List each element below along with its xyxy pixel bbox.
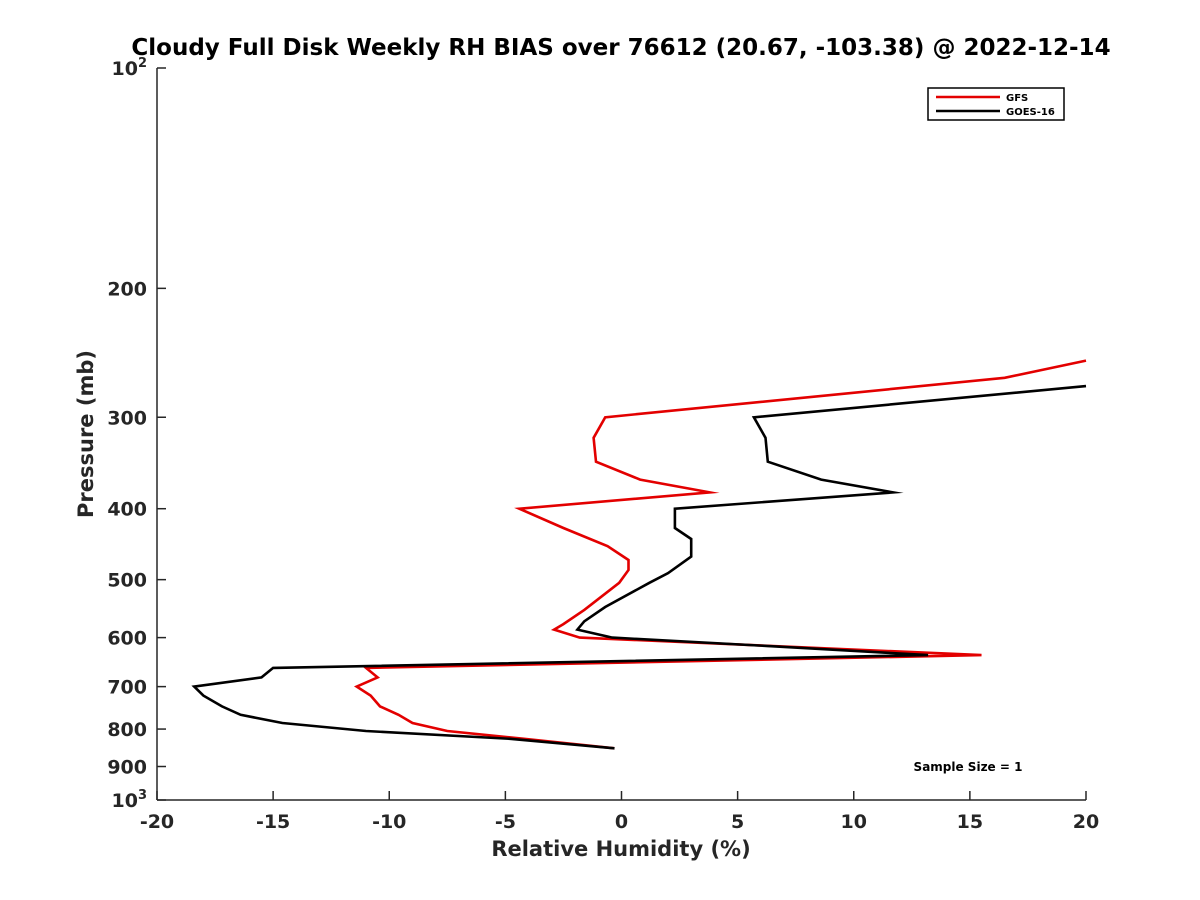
y-tick-label: 600 [107, 628, 147, 650]
y-tick-label: 200 [107, 278, 147, 300]
x-tick-label: -15 [256, 811, 290, 833]
plot-area [157, 68, 1086, 800]
x-tick-label: 0 [615, 811, 628, 833]
y-tick-label: 900 [107, 757, 147, 779]
legend-box [927, 87, 1065, 121]
y-axis-ticks: 102 200 300 400 500 600 700 800 900 103 [107, 56, 166, 812]
y-tick-label: 800 [107, 719, 147, 741]
y-tick-label: 103 [112, 788, 148, 812]
legend-label-goes16: GOES-16 [1006, 107, 1055, 118]
y-tick-label: 400 [107, 499, 147, 521]
series-layer [191, 359, 1087, 750]
series-line-gfs [353, 359, 1087, 750]
chart-title: Cloudy Full Disk Weekly RH BIAS over 766… [131, 35, 1110, 61]
x-tick-label: 15 [957, 811, 983, 833]
x-tick-label: 10 [841, 811, 867, 833]
x-axis-label: Relative Humidity (%) [491, 837, 750, 861]
y-tick-label: 102 [112, 56, 148, 80]
x-tick-label: -5 [495, 811, 516, 833]
y-tick-label: 300 [107, 407, 147, 429]
sample-size-annotation: Sample Size = 1 [914, 760, 1023, 774]
series-line-goes16 [191, 384, 1087, 750]
x-tick-label: 20 [1073, 811, 1099, 833]
x-tick-label: 5 [731, 811, 744, 833]
legend: GFS GOES-16 [927, 87, 1065, 121]
x-axis-ticks: -20 -15 -10 -5 0 5 10 15 20 [140, 791, 1099, 833]
legend-label-gfs: GFS [1006, 93, 1028, 104]
y-tick-label: 500 [107, 570, 147, 592]
x-tick-label: -10 [372, 811, 406, 833]
y-axis-label: Pressure (mb) [74, 350, 98, 518]
x-tick-label: -20 [140, 811, 174, 833]
y-tick-label: 700 [107, 677, 147, 699]
